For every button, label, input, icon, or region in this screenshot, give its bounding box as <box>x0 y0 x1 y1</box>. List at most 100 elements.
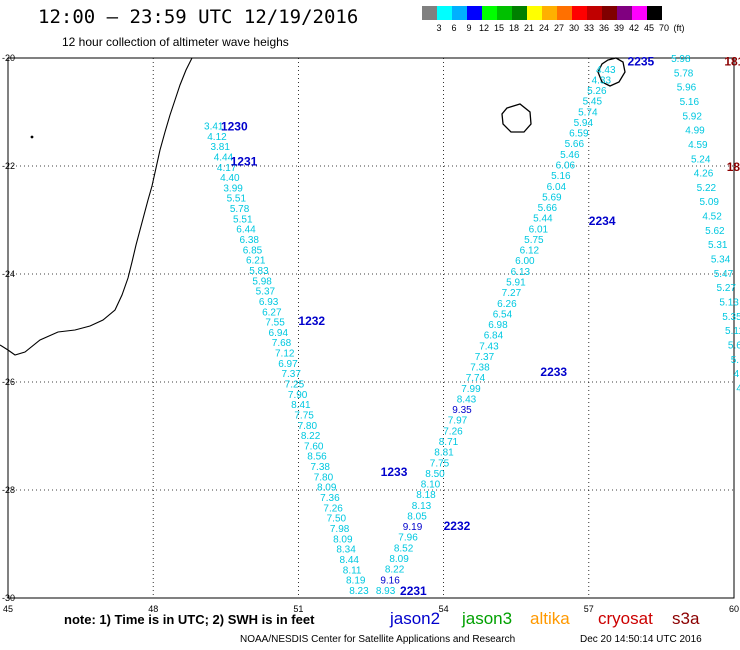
swh-value: 7.26 <box>323 503 343 514</box>
scale-label: 3 <box>436 23 442 33</box>
swh-value: 7.60 <box>304 441 324 452</box>
scale-swatch <box>527 6 542 20</box>
lat-tick-label: -24 <box>2 269 15 279</box>
swh-value: 8.56 <box>307 452 327 463</box>
swh-value: 6.06 <box>556 161 576 172</box>
swh-value: 5.98 <box>671 54 691 65</box>
swh-value: 5.16 <box>680 97 700 108</box>
swh-value: 8.23 <box>349 586 369 597</box>
swh-value: 8.93 <box>376 586 396 597</box>
swh-value: 8.22 <box>385 565 405 576</box>
credit-text: NOAA/NESDIS Center for Satellite Applica… <box>240 634 516 645</box>
satellite-cryosat: cryosat <box>598 609 653 628</box>
note-text: note: 1) Time is in UTC; 2) SWH is in fe… <box>64 612 315 627</box>
swh-value: 5.34 <box>711 255 731 266</box>
swh-value: 3.99 <box>223 183 243 194</box>
swh-value: 4.44 <box>214 152 234 163</box>
swh-value: 5.83 <box>249 266 269 277</box>
swh-value: 5.66 <box>538 203 558 214</box>
swh-value: 5.09 <box>699 197 719 208</box>
scale-label: (ft) <box>673 23 685 33</box>
swh-value: 3.41 <box>204 122 224 133</box>
swh-value: 4. <box>736 383 740 394</box>
swh-value: 4.59 <box>688 140 708 151</box>
swh-value: 7.12 <box>275 349 295 360</box>
swh-value: 6.01 <box>529 224 549 235</box>
swh-value: 4.43 <box>596 65 616 76</box>
swh-value: 5.44 <box>533 214 553 225</box>
scale-swatch <box>617 6 632 20</box>
swh-value: 8.71 <box>439 437 459 448</box>
swh-value: 5.75 <box>524 235 544 246</box>
scale-swatch <box>497 6 512 20</box>
swh-value: 5.91 <box>506 277 526 288</box>
swh-value: 7.50 <box>327 514 347 525</box>
swh-value: 5.46 <box>560 150 580 161</box>
swh-value: 4.52 <box>702 212 722 223</box>
swh-value: 5.11 <box>725 326 740 337</box>
lon-tick-label: 57 <box>584 604 594 614</box>
swh-value: 5.74 <box>578 107 598 118</box>
swh-value: 4.40 <box>220 173 240 184</box>
scale-label: 24 <box>538 23 549 33</box>
swh-value: 8.09 <box>333 534 353 545</box>
lon-tick-label: 48 <box>148 604 158 614</box>
scale-swatch <box>482 6 497 20</box>
scale-label: 36 <box>598 23 609 33</box>
swh-value: 9.16 <box>380 575 400 586</box>
satellite-jason3: jason3 <box>462 609 513 628</box>
swh-value: 6.93 <box>259 297 279 308</box>
swh-value: 7.26 <box>443 426 463 437</box>
swh-value: 5.62 <box>705 226 725 237</box>
swh-value: 6.13 <box>511 267 531 278</box>
satellite-altika: altika <box>530 609 570 628</box>
pass-time-label: 2234 <box>589 214 616 228</box>
swh-value: 6.94 <box>269 328 289 339</box>
pass-time-label: 2231 <box>400 584 427 598</box>
swh-value: 8.05 <box>407 511 427 522</box>
swh-value: 7.75 <box>430 458 450 469</box>
scale-label: 21 <box>523 23 534 33</box>
swh-value: 5.27 <box>717 283 737 294</box>
small-island <box>30 135 34 139</box>
swh-value: 5.96 <box>677 83 697 94</box>
scale-swatch <box>452 6 467 20</box>
pass-time-label: 2232 <box>444 519 471 533</box>
swh-value: 7.68 <box>272 338 292 349</box>
swh-value: 8.19 <box>346 576 366 587</box>
swh-value: 5.13 <box>719 297 739 308</box>
swh-value: 5.78 <box>230 204 250 215</box>
lon-tick-label: 45 <box>3 604 13 614</box>
swh-value: 8.50 <box>425 469 445 480</box>
swh-value: 8.09 <box>389 554 409 565</box>
swh-value: 7.75 <box>294 410 314 421</box>
swh-value: 5.47 <box>714 269 734 280</box>
swh-value: 7.27 <box>502 288 522 299</box>
swh-value: 7.55 <box>265 318 285 329</box>
swh-value: 9.35 <box>452 405 472 416</box>
swh-value: 7.98 <box>330 524 350 535</box>
swh-value: 7.37 <box>281 369 301 380</box>
swh-value: 6.44 <box>236 225 256 236</box>
swh-value: 4.26 <box>694 169 714 180</box>
swh-value: 8.18 <box>416 490 436 501</box>
swh-value: 7.99 <box>461 384 481 395</box>
scale-swatch <box>512 6 527 20</box>
swh-value: 7.38 <box>311 462 331 473</box>
swh-value: 6.00 <box>515 256 535 267</box>
pass-time-label: 18 <box>727 160 740 174</box>
swh-value: 9.19 <box>403 522 423 533</box>
swh-value: 6.85 <box>243 245 263 256</box>
swh-value: 6.97 <box>278 359 298 370</box>
swh-value: 7.37 <box>475 352 495 363</box>
swh-value: 5.98 <box>252 276 272 287</box>
pass-time-label: 1233 <box>381 465 408 479</box>
scale-label: 9 <box>466 23 472 33</box>
swh-value: 5.6 <box>728 340 740 351</box>
scale-swatch <box>437 6 452 20</box>
scale-swatch <box>422 6 437 20</box>
swh-value: 8.44 <box>340 555 360 566</box>
lon-tick-label: 51 <box>293 604 303 614</box>
swh-value: 5.51 <box>233 214 253 225</box>
